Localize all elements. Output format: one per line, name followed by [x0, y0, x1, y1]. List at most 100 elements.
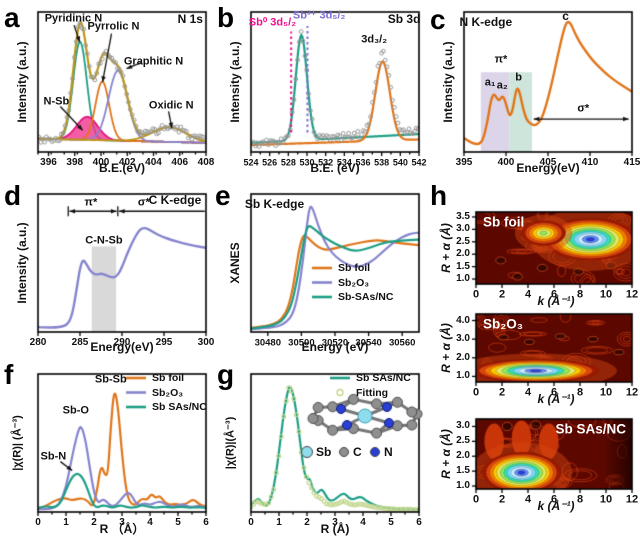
y-axis-label: Intensity (a.u.) — [228, 41, 242, 123]
y-axis-label: R + α (Å) — [439, 323, 453, 373]
x-tick-label: 30480 — [254, 337, 282, 349]
x-tick-label: 6 — [550, 493, 558, 506]
x-tick-label: 405 — [539, 157, 557, 168]
x-tick-label: 5 — [388, 517, 394, 528]
x-tick-label: 10 — [599, 386, 613, 399]
x-tick-label: 400 — [497, 157, 515, 168]
x-tick-label: 0 — [472, 493, 480, 506]
y-tick-label: 1.0 — [456, 480, 470, 492]
legend-label: Sb₂O₃ — [152, 386, 184, 399]
x-axis-label: B.E. (eV) — [310, 161, 360, 175]
legend-label: Sb foil — [338, 261, 371, 274]
x-tick-label: 8 — [576, 493, 584, 506]
x-tick-label: 540 — [392, 157, 408, 168]
annotation: Sb K-edge — [244, 196, 305, 211]
y-tick-label: 2.0 — [456, 248, 470, 260]
x-tick-label: 530 — [299, 157, 315, 168]
x-axis-label: R (Å) — [320, 522, 350, 536]
x-tick-label: 4 — [524, 386, 532, 399]
x-tick-label: 6 — [416, 517, 422, 528]
annotation: a₁ — [484, 76, 496, 89]
x-axis-label: Energy(eV) — [90, 340, 154, 354]
x-tick-label: 1 — [63, 517, 69, 528]
annotation: 3d₃/₂ — [361, 33, 388, 46]
y-tick-label: 3.0 — [456, 420, 470, 432]
legend-label: Sb-SAs/NC — [338, 290, 394, 303]
y-tick-label: 1.5 — [456, 260, 470, 272]
x-tick-label: 280 — [29, 337, 47, 348]
annotation: a₂ — [496, 79, 508, 92]
panel-letter-d: d — [4, 180, 22, 211]
x-tick-label: 3 — [332, 517, 338, 528]
x-tick-label: 532 — [318, 157, 334, 168]
y-tick-label: 2.5 — [456, 235, 470, 247]
panel-letter-f: f — [4, 359, 14, 390]
annotation: N 1s — [177, 12, 203, 26]
x-tick-label: 4 — [524, 493, 532, 506]
annotation: Pyrrolic N — [87, 20, 140, 33]
x-tick-label: 536 — [355, 157, 371, 168]
y-axis-label: |χ(R)| (Å⁻³) — [11, 415, 24, 471]
wavelet-label: Sb SAs/NC — [555, 421, 626, 437]
x-tick-label: 524 — [243, 157, 259, 168]
annotation: Sb-N — [40, 450, 67, 463]
annotation: σ* — [577, 102, 590, 115]
x-tick-label: 406 — [171, 157, 189, 168]
x-tick-label: 410 — [581, 157, 599, 168]
y-tick-label: 2.5 — [456, 435, 470, 447]
annotation: Sb⁰ 3d₅/₂ — [248, 16, 297, 29]
x-tick-label: 404 — [145, 157, 162, 168]
x-tick-label: 538 — [374, 157, 390, 168]
x-tick-label: 408 — [197, 157, 215, 168]
legend-label: Sb₂O₃ — [338, 276, 370, 289]
x-tick-label: 290 — [113, 337, 131, 348]
y-axis-label: R + α (Å) — [439, 223, 453, 273]
x-axis-label: Energy(eV) — [516, 161, 580, 175]
x-tick-label: 10 — [599, 288, 613, 301]
legend-label: Sb foil — [152, 371, 185, 384]
wavelet-label: Sb foil — [483, 214, 525, 230]
panel-letter-h: h — [430, 180, 448, 211]
legend-label: Fitting — [356, 386, 389, 399]
annotation: σ* — [137, 196, 150, 209]
x-axis-label: Energy (eV) — [301, 340, 369, 354]
y-tick-label: 1.0 — [456, 370, 470, 382]
x-tick-label: 8 — [576, 288, 584, 301]
y-axis-label: R + α (Å) — [439, 429, 453, 479]
x-axis-label: R （Å） — [99, 522, 145, 536]
annotation: π* — [494, 53, 508, 66]
atom-legend-label: N — [384, 445, 393, 459]
annotation: b — [515, 71, 522, 84]
y-axis-label: XANES — [228, 242, 242, 284]
x-tick-label: 542 — [411, 157, 427, 168]
y-tick-label: 2.0 — [456, 450, 470, 462]
x-tick-label: 2 — [498, 386, 506, 399]
y-tick-label: 1.0 — [456, 273, 470, 285]
x-tick-label: 0 — [248, 517, 254, 528]
x-tick-label: 6 — [550, 386, 558, 399]
x-tick-label: 402 — [118, 157, 136, 168]
annotation: Sb³⁺ 3d₅/₂ — [292, 9, 346, 21]
x-tick-label: 4 — [147, 517, 153, 528]
x-tick-label: 400 — [92, 157, 110, 168]
y-tick-label: 3.0 — [456, 333, 470, 345]
x-tick-label: 30520 — [321, 337, 349, 349]
legend-label: Sb SAs/NC — [152, 400, 207, 413]
x-tick-label: 528 — [280, 157, 296, 168]
x-axis-label: k (Å⁻¹) — [537, 392, 575, 406]
x-tick-label: 8 — [576, 386, 584, 399]
annotation: Sb-O — [62, 404, 89, 417]
x-tick-label: 10 — [599, 493, 613, 506]
legend-label: Sb SAs/NC — [356, 371, 411, 384]
x-tick-label: 2 — [91, 517, 97, 528]
x-tick-label: 295 — [155, 337, 173, 348]
x-tick-label: 12 — [625, 493, 639, 506]
x-tick-label: 3 — [119, 517, 125, 528]
x-tick-label: 0 — [472, 288, 480, 301]
panel-letter-c: c — [430, 4, 446, 35]
x-tick-label: 396 — [40, 157, 57, 168]
y-axis-label: Intensity (a.u.) — [15, 222, 29, 304]
y-tick-label: 3.0 — [456, 223, 470, 235]
